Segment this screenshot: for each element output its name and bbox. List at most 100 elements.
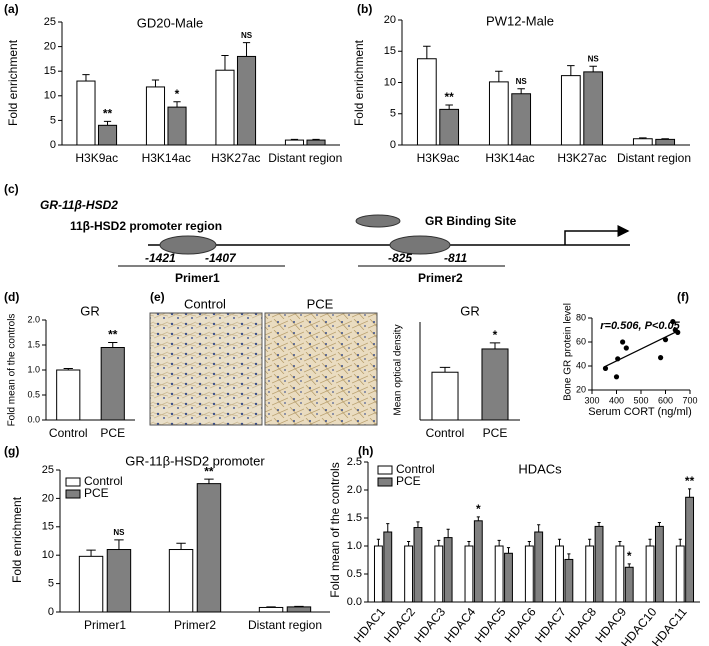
binding-site-legend: GR Binding Site [425, 214, 517, 228]
x-tick-label: Control [49, 426, 88, 440]
y-tick-label: 20 [576, 384, 586, 394]
bar [655, 138, 676, 146]
y-tick-label: 25 [42, 464, 54, 476]
significance: * [493, 328, 498, 342]
panel-label: (c) [4, 182, 19, 196]
significance: * [175, 87, 180, 101]
error-bar [588, 538, 592, 546]
y-axis-title: Fold mean of the controls [7, 314, 18, 427]
error-bar [567, 553, 571, 560]
bar [168, 549, 194, 613]
significance: ** [444, 90, 454, 104]
x-tick-label: HDAC6 [502, 605, 539, 645]
bar [416, 58, 437, 146]
x-tick-label: Distant region [617, 151, 691, 165]
legend-swatch [377, 465, 393, 475]
bar [481, 348, 509, 421]
error-bar [627, 563, 631, 568]
error-bar [416, 521, 420, 528]
error-bar [82, 74, 90, 82]
error-bar [176, 542, 186, 550]
bar [196, 483, 222, 613]
error-bar [266, 606, 276, 608]
error-bar [589, 65, 597, 72]
y-tick-label: 0.0 [347, 596, 362, 608]
x-tick-label: Primer1 [84, 618, 126, 632]
bar [404, 545, 414, 603]
y-tick-label: 80 [576, 312, 586, 322]
x-tick-label: HDAC1 [351, 605, 388, 645]
x-tick-label: HDAC5 [472, 605, 509, 645]
bar [464, 545, 474, 603]
y-tick-label: 0.5 [347, 568, 362, 580]
y-tick-label: 2.0 [347, 484, 362, 496]
bar [632, 138, 653, 146]
diagram-title: GR-11β-HSD2 [40, 198, 118, 212]
bar [306, 139, 326, 146]
bar [284, 139, 305, 146]
bar [286, 606, 312, 613]
primer-end: -811 [444, 251, 467, 265]
significance: * [627, 549, 632, 563]
y-tick-label: 15 [42, 521, 54, 533]
significance: ** [204, 464, 214, 478]
y-tick-label: 20 [42, 492, 54, 504]
bar [167, 106, 187, 146]
y-tick-label: 20 [44, 41, 56, 53]
error-bar [103, 120, 112, 126]
bar [675, 545, 685, 603]
y-tick-label: 1.0 [27, 364, 40, 374]
y-tick-label: 0 [390, 139, 396, 151]
error-bar [114, 539, 124, 550]
panel-label: (f) [677, 290, 689, 304]
error-bar [557, 538, 562, 546]
micrograph [264, 312, 378, 426]
error-bar [618, 541, 622, 546]
point [658, 355, 664, 361]
bar [494, 545, 504, 603]
error-bar [661, 138, 669, 140]
x-axis-title: Serum CORT (ng/ml) [588, 406, 692, 418]
error-bar [495, 70, 503, 82]
bar [654, 525, 664, 603]
bar [439, 108, 460, 146]
y-tick-label: 20 [384, 14, 396, 26]
x-tick-label: HDAC7 [532, 605, 569, 645]
point [675, 329, 681, 335]
y-tick-label: 0.0 [27, 414, 40, 424]
bar [594, 525, 604, 603]
point [662, 337, 669, 343]
micrographs: Control PCE [149, 296, 378, 426]
y-tick-label: 10 [44, 90, 56, 102]
primer-name: Primer2 [418, 271, 463, 285]
legend-label: PCE [396, 474, 421, 488]
panel-label: (a) [4, 2, 19, 16]
y-tick-label: 40 [576, 360, 586, 370]
bar [511, 93, 532, 146]
legend-label: Control [84, 474, 123, 488]
significance: ** [685, 474, 695, 488]
chart-title: GR-11β-HSD2 promoter [125, 453, 265, 468]
error-bar [437, 539, 441, 546]
y-tick-label: 1.0 [347, 540, 362, 552]
x-tick-label: PCE [483, 426, 508, 440]
primer-start: -1421 [145, 251, 176, 265]
significance: NS [588, 54, 600, 63]
bar [76, 80, 96, 146]
bar [534, 531, 544, 603]
error-bar [567, 65, 575, 76]
error-bar [386, 523, 390, 532]
y-tick-label: 25 [44, 16, 56, 28]
primer-start: -825 [388, 251, 412, 265]
x-tick-label: HDAC4 [441, 605, 478, 645]
y-axis-title: Fold enrichment [6, 39, 20, 126]
bar [431, 371, 459, 421]
bar [560, 75, 581, 146]
x-tick-label: 600 [658, 395, 673, 405]
y-tick-label: 10 [384, 76, 396, 88]
x-tick-label: H3K14ac [142, 151, 191, 165]
point [602, 365, 609, 371]
y-axis-title: Mean optical density [393, 324, 404, 415]
y-tick-label: 1.5 [347, 512, 362, 524]
